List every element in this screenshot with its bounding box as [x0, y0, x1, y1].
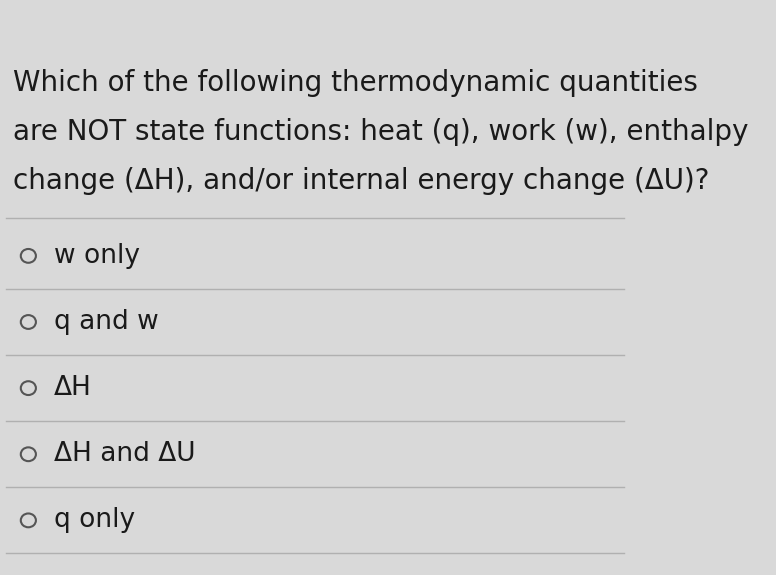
Text: q only: q only [54, 507, 135, 534]
Text: Which of the following thermodynamic quantities: Which of the following thermodynamic qua… [12, 69, 698, 97]
Text: are NOT state functions: heat (q), work (w), enthalpy: are NOT state functions: heat (q), work … [12, 118, 748, 146]
Text: ΔH and ΔU: ΔH and ΔU [54, 441, 195, 467]
Text: change (ΔH), and/or internal energy change (ΔU)?: change (ΔH), and/or internal energy chan… [12, 167, 709, 195]
Text: ΔH: ΔH [54, 375, 92, 401]
Text: q and w: q and w [54, 309, 158, 335]
Text: w only: w only [54, 243, 140, 269]
